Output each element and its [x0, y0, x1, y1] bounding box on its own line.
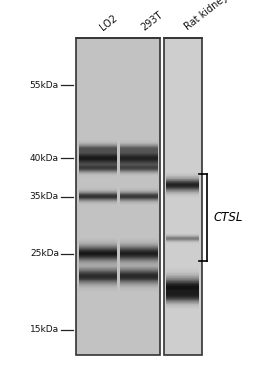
Text: 293T: 293T — [139, 9, 165, 32]
Bar — [164, 38, 202, 355]
Text: 40kDa: 40kDa — [30, 154, 59, 163]
Text: 15kDa: 15kDa — [30, 325, 59, 335]
Text: LO2: LO2 — [98, 12, 119, 32]
Text: 25kDa: 25kDa — [30, 249, 59, 258]
Text: Rat kidney: Rat kidney — [183, 0, 230, 32]
Text: 55kDa: 55kDa — [30, 81, 59, 90]
Text: 35kDa: 35kDa — [30, 192, 59, 201]
Bar — [76, 38, 160, 355]
Text: CTSL: CTSL — [213, 211, 243, 224]
